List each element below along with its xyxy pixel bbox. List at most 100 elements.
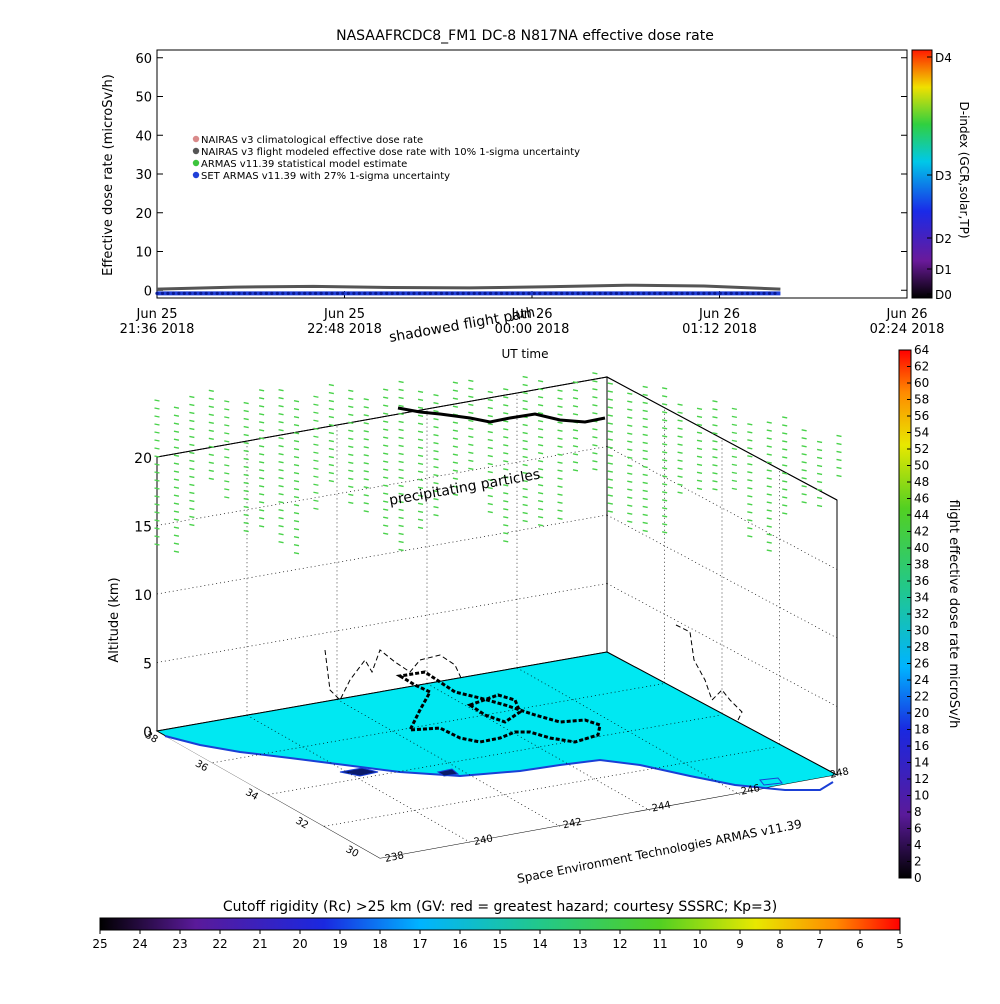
dose-colorbar-tick-label: 44 bbox=[914, 508, 929, 522]
armas-point bbox=[702, 291, 706, 295]
particle-mark bbox=[766, 469, 772, 472]
armas-point bbox=[521, 291, 526, 295]
particle-mark bbox=[417, 398, 424, 402]
particle-mark bbox=[642, 513, 648, 517]
particle-mark bbox=[627, 440, 633, 443]
particle-mark bbox=[452, 389, 459, 392]
particle-mark bbox=[452, 421, 459, 424]
particle-mark bbox=[173, 438, 180, 441]
y-axis-ticks: 0 10 20 30 40 50 60 bbox=[135, 52, 907, 299]
particle-mark bbox=[557, 517, 563, 520]
armas-point bbox=[286, 291, 290, 295]
particle-mark bbox=[816, 464, 823, 468]
armas-point bbox=[226, 291, 230, 295]
armas-point bbox=[532, 291, 536, 295]
particle-mark bbox=[607, 390, 613, 393]
armas-point bbox=[193, 291, 197, 295]
particle-mark bbox=[189, 395, 195, 399]
particle-mark bbox=[766, 509, 772, 512]
particle-mark bbox=[383, 396, 389, 399]
particle-mark bbox=[557, 405, 563, 408]
particle-mark bbox=[313, 419, 319, 422]
particle-mark bbox=[712, 416, 718, 419]
dose-colorbar-tick-label: 14 bbox=[914, 756, 929, 770]
particle-mark bbox=[363, 478, 369, 481]
particle-mark bbox=[189, 459, 195, 463]
particle-mark bbox=[747, 447, 753, 450]
particle-mark bbox=[782, 448, 788, 451]
particle-mark bbox=[383, 492, 389, 495]
armas-point bbox=[505, 291, 509, 295]
particle-mark bbox=[662, 451, 668, 454]
particle-mark bbox=[398, 428, 404, 432]
particle-mark bbox=[557, 461, 563, 464]
particle-mark bbox=[487, 478, 493, 482]
rigidity-colorbar-tick-label: 14 bbox=[532, 937, 547, 951]
particle-mark bbox=[328, 431, 334, 435]
particle-mark bbox=[258, 389, 265, 392]
rigidity-colorbar-ticks: 25 24 23 22 21 20 19 18 17 16 15 14 13 12 11 10 9 8 7 6 5 bbox=[92, 930, 904, 951]
particle-mark bbox=[189, 451, 195, 455]
dose-colorbar-tick-label: 18 bbox=[914, 723, 929, 737]
armas-point bbox=[439, 291, 443, 295]
dose-colorbar-tick-label: 16 bbox=[914, 739, 929, 753]
particle-mark bbox=[537, 516, 544, 519]
d-index-label: D-index (GCR,solar,TP) bbox=[957, 101, 971, 238]
armas-point bbox=[669, 291, 673, 295]
particle-mark bbox=[662, 523, 668, 526]
legend-label: NAIRAS v3 flight modeled effective dose … bbox=[201, 147, 580, 158]
particle-mark bbox=[452, 461, 459, 464]
particle-mark bbox=[607, 430, 613, 433]
armas-point bbox=[319, 291, 323, 295]
armas-point bbox=[554, 291, 558, 295]
particle-mark bbox=[417, 518, 424, 522]
particle-mark bbox=[433, 434, 439, 437]
particle-mark bbox=[208, 453, 214, 456]
particle-mark bbox=[258, 461, 265, 464]
particle-mark bbox=[189, 523, 195, 527]
particle-mark bbox=[208, 437, 214, 440]
particle-mark bbox=[383, 484, 389, 487]
particle-mark bbox=[243, 457, 249, 461]
particle-mark bbox=[313, 491, 319, 494]
armas-point bbox=[210, 291, 214, 295]
particle-mark bbox=[677, 451, 683, 454]
particle-mark bbox=[224, 400, 230, 403]
particle-mark bbox=[766, 453, 772, 456]
particle-mark bbox=[293, 472, 300, 475]
particle-mark bbox=[208, 461, 214, 464]
particle-mark bbox=[677, 427, 683, 430]
particle-mark bbox=[398, 460, 404, 464]
particle-mark bbox=[537, 508, 544, 511]
particle-mark bbox=[836, 458, 842, 462]
particle-mark bbox=[642, 417, 648, 421]
particle-mark bbox=[154, 455, 160, 458]
particle-mark bbox=[782, 504, 788, 507]
armas-point bbox=[576, 291, 580, 295]
rigidity-colorbar-tick-label: 17 bbox=[412, 937, 427, 951]
particle-mark bbox=[766, 533, 772, 536]
particle-mark bbox=[258, 437, 265, 440]
dose-colorbar-tick-label: 50 bbox=[914, 459, 929, 473]
particle-mark bbox=[258, 429, 265, 432]
legend-marker bbox=[192, 159, 200, 167]
particle-mark bbox=[383, 428, 389, 431]
particle-mark bbox=[417, 390, 424, 394]
particle-mark bbox=[537, 428, 544, 431]
particle-mark bbox=[627, 416, 633, 419]
d-index-level: D3 bbox=[935, 169, 952, 183]
armas-point bbox=[396, 291, 400, 295]
armas-point bbox=[232, 291, 236, 295]
particle-mark bbox=[572, 469, 579, 472]
particle-mark bbox=[363, 438, 369, 441]
particle-mark bbox=[503, 412, 509, 415]
d-index-colorbar bbox=[911, 49, 933, 299]
particle-mark bbox=[747, 527, 753, 530]
particle-mark bbox=[747, 431, 753, 434]
rigidity-colorbar-tick-label: 9 bbox=[736, 937, 744, 951]
particle-mark bbox=[731, 463, 738, 467]
particle-mark bbox=[607, 454, 613, 457]
particle-mark bbox=[243, 497, 249, 501]
particle-mark bbox=[766, 421, 772, 424]
particle-mark bbox=[662, 459, 668, 462]
